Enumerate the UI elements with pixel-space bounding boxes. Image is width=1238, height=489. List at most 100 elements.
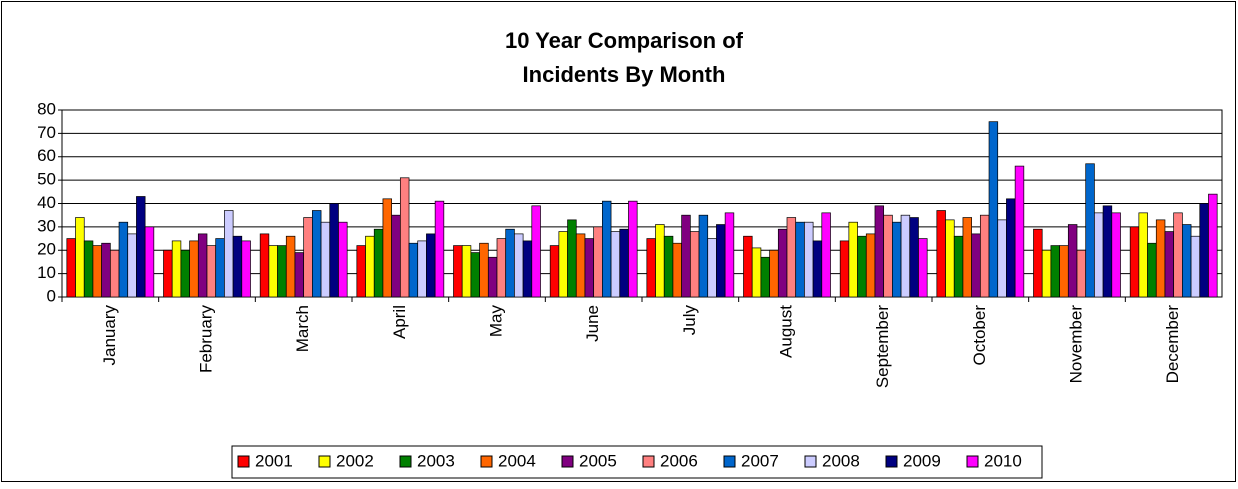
legend-swatch (480, 455, 493, 468)
bar (285, 235, 296, 298)
bar (127, 233, 137, 298)
bar (426, 233, 436, 298)
bar (777, 228, 788, 298)
bar (241, 240, 251, 298)
bar (453, 245, 463, 298)
bar (373, 228, 384, 298)
bar (356, 245, 366, 298)
bar (610, 231, 621, 298)
y-tick-label: 0 (47, 286, 56, 305)
bar (1085, 163, 1095, 298)
bar (760, 256, 770, 298)
bar (698, 214, 709, 298)
bar (101, 242, 111, 298)
bar (259, 233, 270, 298)
bar (496, 238, 507, 298)
bar (391, 214, 401, 298)
bar (66, 238, 76, 298)
chart-title: 10 Year Comparison of (505, 28, 744, 53)
bar (171, 240, 182, 298)
x-tick-label: July (680, 305, 699, 336)
bar (689, 231, 700, 298)
x-tick-label: May (486, 305, 505, 338)
legend-swatch (318, 455, 331, 468)
bar (118, 221, 129, 298)
bar (549, 245, 560, 298)
y-tick-label: 80 (37, 99, 56, 118)
bar (1014, 165, 1025, 298)
bar (786, 217, 797, 298)
bar (602, 200, 612, 298)
bar (1182, 224, 1192, 298)
bar (716, 224, 726, 298)
bar (681, 214, 691, 298)
legend-swatch (237, 455, 250, 468)
legend-swatch (966, 455, 979, 468)
bar (294, 252, 305, 298)
bar (1199, 203, 1209, 298)
bar (769, 249, 779, 298)
bar (215, 238, 225, 298)
bar (277, 245, 287, 298)
bar (575, 233, 586, 298)
bar (1190, 235, 1201, 298)
bar (434, 200, 445, 298)
bar (646, 238, 656, 298)
bar (408, 242, 419, 298)
legend-label: 2007 (741, 451, 779, 470)
bar (1138, 212, 1148, 298)
bar (848, 221, 858, 298)
legend-swatch (723, 455, 736, 468)
bar (821, 212, 831, 298)
x-tick-label: June (583, 305, 602, 342)
y-tick-label: 20 (37, 240, 56, 259)
bar (857, 235, 867, 298)
bar (92, 245, 102, 298)
bar (531, 205, 541, 298)
bar (865, 233, 876, 298)
y-tick-label: 40 (37, 193, 56, 212)
bar (1102, 205, 1113, 298)
bar (1155, 219, 1166, 298)
bar (109, 249, 120, 298)
bar (312, 210, 322, 298)
bar (988, 121, 999, 298)
legend-swatch (885, 455, 898, 468)
bar (1173, 212, 1183, 298)
y-tick-label: 50 (37, 170, 56, 189)
bar (1076, 249, 1087, 298)
legend-label: 2001 (255, 451, 293, 470)
bar (918, 238, 928, 298)
bar (75, 217, 85, 298)
bar (1006, 198, 1016, 298)
bar (584, 238, 595, 298)
bar (479, 242, 489, 298)
bar (953, 235, 964, 298)
bar (522, 240, 533, 298)
bar (997, 219, 1007, 298)
bar (979, 214, 990, 298)
bar (892, 221, 902, 298)
bar (1050, 245, 1060, 298)
bar (461, 245, 472, 298)
y-tick-label: 10 (37, 263, 56, 282)
x-tick-label: December (1163, 305, 1182, 384)
x-tick-label: April (390, 305, 409, 339)
bar (189, 240, 199, 298)
bar (663, 235, 674, 298)
bar (804, 221, 814, 298)
legend-label: 2004 (498, 451, 536, 470)
bar (329, 203, 339, 298)
bar (795, 221, 805, 298)
bar (320, 221, 331, 298)
bar (1147, 242, 1157, 298)
bar (382, 198, 392, 298)
legend-swatch (399, 455, 412, 468)
legend-swatch (642, 455, 655, 468)
bar (365, 235, 375, 298)
bar (224, 210, 234, 298)
bar (883, 214, 893, 298)
legend-label: 2010 (984, 451, 1022, 470)
legend-label: 2002 (336, 451, 374, 470)
